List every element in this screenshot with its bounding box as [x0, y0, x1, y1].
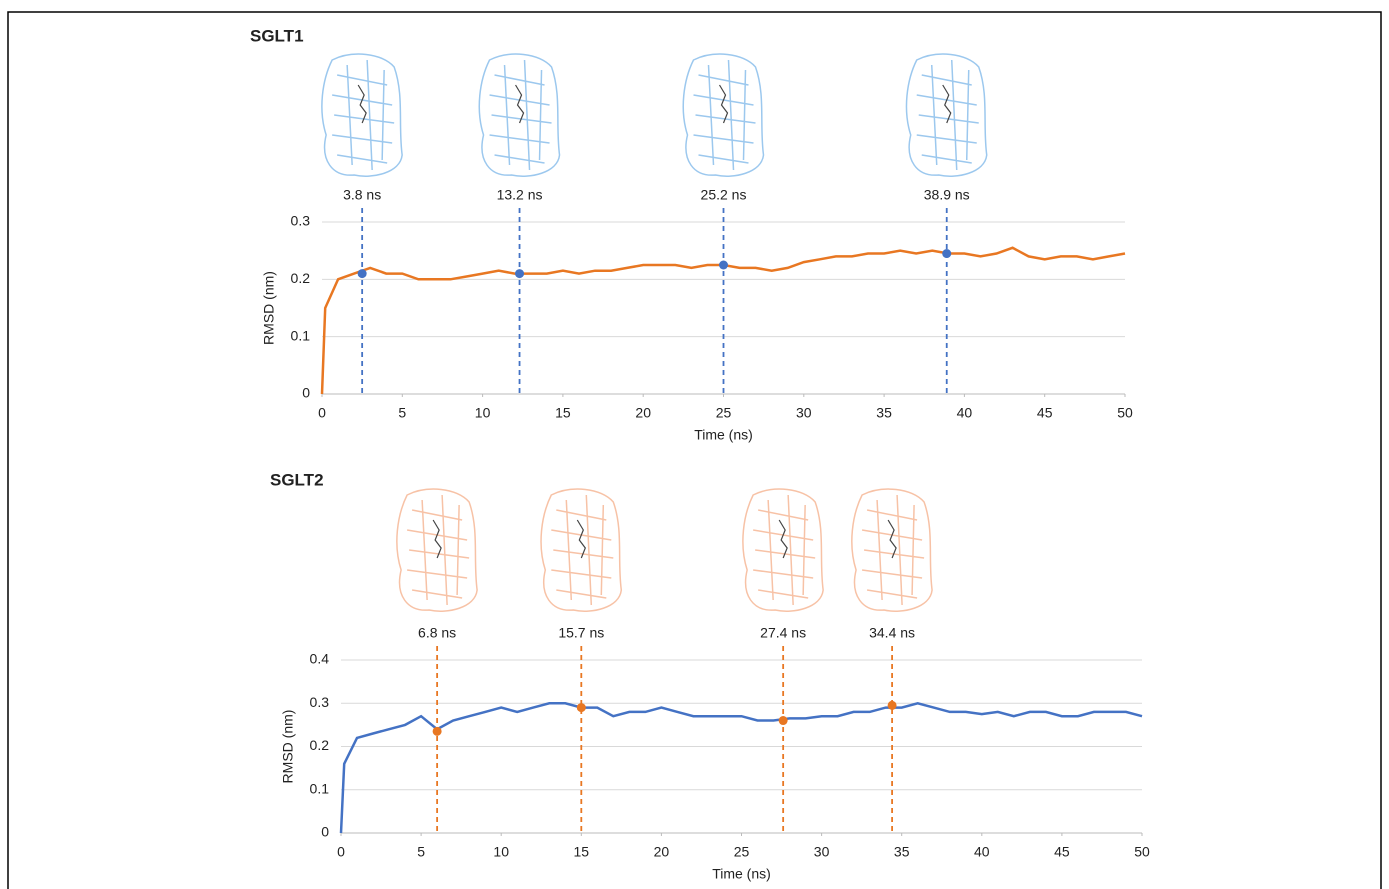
protein-structure	[540, 488, 623, 612]
time-label: 38.9 ns	[924, 187, 970, 203]
x-tick-label: 20	[654, 844, 670, 860]
protein-ribbon	[905, 53, 988, 177]
x-tick-label: 45	[1054, 844, 1070, 860]
x-tick-label: 20	[635, 405, 651, 421]
y-tick-label: 0	[302, 385, 310, 401]
x-tick-label: 5	[417, 844, 425, 860]
x-tick-label: 35	[876, 405, 892, 421]
time-marker-point	[576, 703, 586, 713]
x-tick-label: 10	[493, 844, 509, 860]
ligand	[576, 519, 586, 559]
x-tick-label: 40	[957, 405, 973, 421]
x-tick-label: 45	[1037, 405, 1053, 421]
frame	[7, 11, 1382, 889]
protein-structure	[478, 53, 561, 177]
chart-title: SGLT2	[270, 470, 324, 489]
time-label: 27.4 ns	[760, 625, 806, 641]
time-marker-point	[357, 269, 367, 279]
x-tick-label: 15	[555, 405, 571, 421]
x-tick-label: 30	[814, 844, 830, 860]
protein-ribbon	[321, 53, 403, 177]
x-tick-label: 5	[398, 405, 406, 421]
y-tick-label: 0.1	[291, 327, 311, 343]
time-label: 25.2 ns	[701, 187, 747, 203]
protein-ribbon	[742, 488, 824, 612]
y-tick-label: 0.3	[310, 694, 330, 710]
x-tick-label: 25	[734, 844, 750, 860]
rmsd-line	[320, 246, 1126, 395]
ligand	[718, 84, 729, 124]
time-marker-point	[719, 260, 728, 270]
x-tick-label: 0	[337, 844, 345, 860]
y-tick-label: 0.3	[291, 213, 311, 229]
protein-structure	[396, 488, 478, 612]
protein-ribbon	[682, 53, 765, 177]
time-label: 15.7 ns	[558, 625, 604, 641]
time-label: 6.8 ns	[418, 625, 456, 641]
time-label: 34.4 ns	[869, 625, 915, 641]
time-label: 13.2 ns	[497, 187, 543, 203]
time-marker-point	[515, 269, 525, 279]
y-tick-label: 0.2	[291, 270, 311, 286]
x-tick-label: 50	[1117, 405, 1133, 421]
protein-ribbon	[540, 488, 623, 612]
y-tick-label: 0.2	[310, 737, 330, 753]
time-marker-point	[432, 726, 442, 736]
ligand	[357, 84, 367, 124]
x-axis-label: Time (ns)	[712, 866, 771, 882]
protein-structure	[851, 488, 933, 612]
protein-structure	[321, 53, 403, 177]
time-marker-point	[778, 716, 788, 726]
x-axis-label: Time (ns)	[694, 427, 753, 443]
protein-structure	[742, 488, 824, 612]
y-axis-label: RMSD (nm)	[261, 271, 277, 345]
x-tick-label: 25	[716, 405, 732, 421]
protein-structure	[905, 53, 988, 177]
x-tick-label: 10	[475, 405, 491, 421]
x-tick-label: 0	[318, 405, 326, 421]
x-tick-label: 35	[894, 844, 910, 860]
x-tick-label: 50	[1134, 844, 1150, 860]
rmsd-line	[339, 702, 1143, 834]
time-marker-point	[942, 249, 952, 259]
time-label: 3.8 ns	[343, 187, 381, 203]
x-tick-label: 15	[574, 844, 590, 860]
protein-ribbon	[851, 488, 933, 612]
ligand	[778, 519, 788, 559]
ligand	[515, 84, 525, 124]
y-tick-label: 0.4	[310, 651, 330, 667]
ligand	[432, 519, 442, 559]
y-tick-label: 0	[321, 824, 329, 840]
ligand	[887, 519, 897, 559]
time-marker-point	[887, 700, 897, 710]
x-tick-label: 30	[796, 405, 812, 421]
y-axis-label: RMSD (nm)	[280, 710, 296, 784]
protein-ribbon	[478, 53, 561, 177]
y-tick-label: 0.1	[310, 780, 330, 796]
chart-title: SGLT1	[250, 26, 304, 45]
x-tick-label: 40	[974, 844, 990, 860]
protein-structure	[682, 53, 765, 177]
protein-ribbon	[396, 488, 478, 612]
ligand	[942, 84, 952, 124]
